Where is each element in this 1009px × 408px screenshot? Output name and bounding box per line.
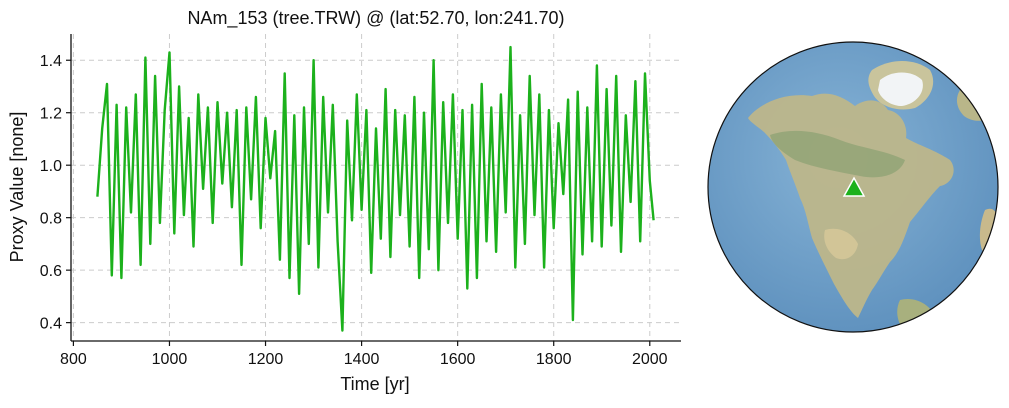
y-ticks: 0.4 0.6 0.8 1.0 1.2 1.4 bbox=[40, 53, 71, 333]
x-tick-label: 800 bbox=[60, 351, 87, 368]
location-globe-map bbox=[707, 41, 999, 333]
x-tick-label: 1000 bbox=[152, 351, 188, 368]
y-tick-label: 0.4 bbox=[40, 316, 62, 333]
series-line-0 bbox=[96, 45, 655, 332]
x-tick-label: 1400 bbox=[344, 351, 380, 368]
axes bbox=[70, 34, 681, 342]
x-tick-label: 1800 bbox=[536, 351, 572, 368]
y-tick-label: 0.6 bbox=[40, 263, 62, 280]
y-axis-label: Proxy Value [none] bbox=[7, 112, 27, 263]
x-tick-label: 1600 bbox=[440, 351, 476, 368]
chart-title: NAm_153 (tree.TRW) @ (lat:52.70, lon:241… bbox=[187, 8, 564, 29]
x-tick-label: 2000 bbox=[632, 351, 668, 368]
arctic-ice bbox=[878, 72, 923, 106]
triangle-marker-icon bbox=[842, 176, 866, 197]
y-tick-label: 1.4 bbox=[40, 53, 62, 70]
x-axis-label: Time [yr] bbox=[340, 374, 409, 394]
x-ticks: 800 1000 1200 1400 1600 1800 2000 bbox=[60, 341, 668, 368]
y-tick-label: 0.8 bbox=[40, 211, 62, 228]
y-tick-label: 1.0 bbox=[40, 158, 62, 175]
series-layer bbox=[96, 45, 655, 332]
desert-region bbox=[824, 228, 858, 260]
forest-band bbox=[770, 130, 905, 178]
globe-outline bbox=[707, 41, 999, 333]
x-tick-label: 1200 bbox=[248, 351, 284, 368]
y-tick-label: 1.2 bbox=[40, 106, 62, 123]
